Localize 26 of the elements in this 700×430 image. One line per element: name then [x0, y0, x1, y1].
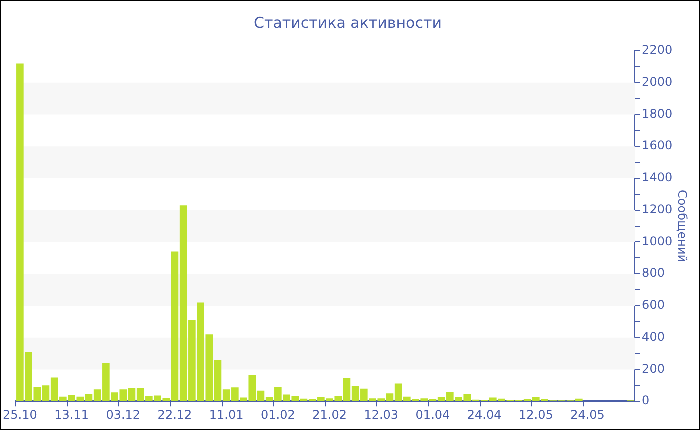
y-tick-label: 1400	[642, 170, 673, 185]
x-tick-label: 13.11	[54, 408, 89, 422]
x-tick-label: 24.05	[570, 408, 605, 422]
x-tick-label: 22.12	[158, 408, 192, 422]
y-axis-title: Сообщений	[676, 190, 690, 263]
y-tick-label: 2200	[642, 43, 673, 58]
x-tick-label: 01.02	[261, 408, 296, 422]
y-tick-label: 600	[642, 298, 665, 312]
x-tick-label: 11.01	[209, 408, 244, 422]
x-tick-label: 24.04	[467, 408, 502, 422]
x-tick-label: 03.12	[106, 408, 141, 422]
y-tick-label: 200	[642, 362, 665, 376]
x-tick-label: 25.10	[3, 408, 38, 422]
x-tick-label: 12.03	[364, 408, 399, 422]
chart-title: Статистика активности	[254, 14, 442, 32]
y-tick-label: 1800	[642, 106, 673, 121]
x-tick-label: 01.04	[416, 408, 450, 422]
y-tick-label: 0	[642, 394, 650, 408]
y-tick-label: 400	[642, 330, 665, 344]
y-tick-label: 2000	[642, 75, 673, 89]
y-tick-label: 1600	[642, 138, 673, 153]
y-tick-label: 1000	[642, 234, 673, 248]
x-tick-label: 12.05	[518, 408, 554, 422]
y-tick-label: 1200	[642, 202, 673, 216]
x-tick-label: 21.02	[312, 408, 347, 422]
y-tick-label: 800	[642, 266, 665, 280]
